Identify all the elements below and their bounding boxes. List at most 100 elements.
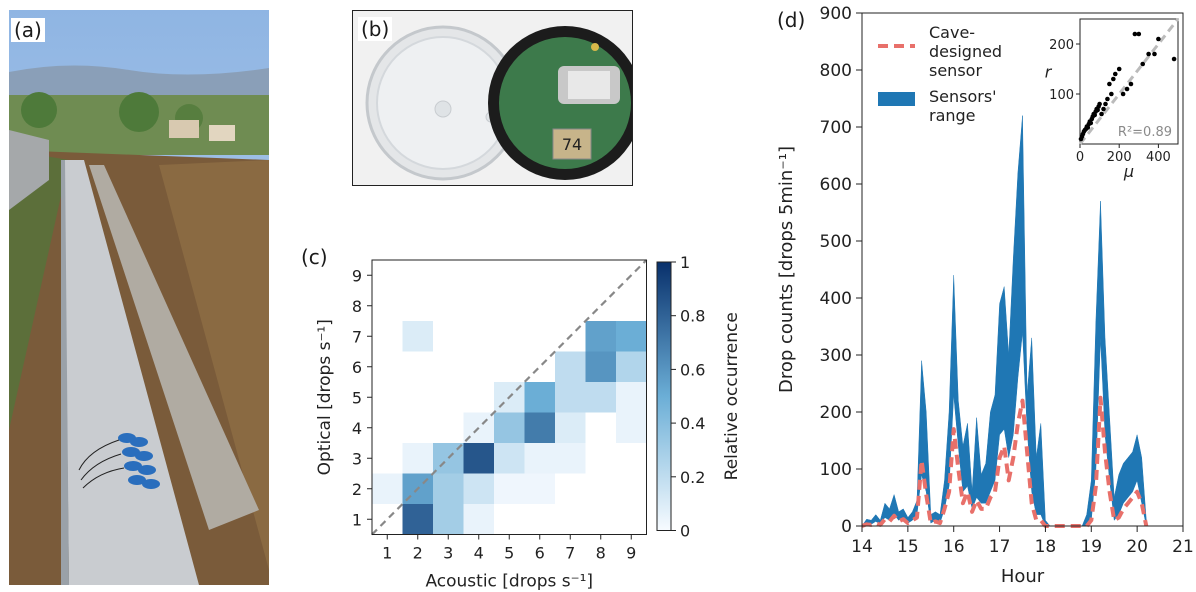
y-axis-label: Optical [drops s⁻¹] bbox=[315, 319, 335, 475]
heatmap-cell bbox=[524, 443, 555, 474]
sensors-range-band bbox=[861, 115, 1147, 527]
inset-fit-line bbox=[1078, 18, 1180, 145]
inset-point bbox=[1171, 56, 1177, 62]
colorbar-tick-label: 0.2 bbox=[680, 468, 705, 487]
inset-point bbox=[1152, 51, 1157, 57]
inset-x-tick-label: 200 bbox=[1107, 150, 1132, 165]
panel-b-label: (b) bbox=[358, 17, 393, 41]
heatmap-cell bbox=[616, 321, 647, 352]
inset-y-tick-label: 200 bbox=[1049, 38, 1074, 53]
inset-y-label: r bbox=[1045, 63, 1053, 82]
inset-point bbox=[1140, 61, 1146, 67]
colorbar-tick-label: 1 bbox=[680, 253, 690, 272]
x-tick-label: 21 bbox=[1172, 537, 1194, 557]
heatmap-cell bbox=[494, 473, 525, 504]
sensor-photo: 74 bbox=[353, 11, 642, 185]
panel-d-label: (d) bbox=[774, 8, 809, 32]
x-tick-label: 2 bbox=[413, 544, 423, 563]
x-tick-label: 9 bbox=[626, 544, 636, 563]
y-tick-label: 8 bbox=[352, 297, 362, 316]
y-tick-label: 100 bbox=[820, 460, 852, 480]
y-tick-label: 900 bbox=[820, 4, 852, 24]
inset-point bbox=[1120, 91, 1126, 97]
inset-point bbox=[1105, 96, 1110, 102]
y-tick-label: 7 bbox=[352, 327, 362, 346]
x-tick-label: 15 bbox=[897, 537, 919, 557]
inset-point bbox=[1156, 36, 1161, 42]
heatmap-chart: 1 2 3 4 5 6 7 8 9 1 2 3 4 5 6 7 8 9 Acoustic [drops s⁻¹] Op… bbox=[315, 253, 742, 592]
x-tick-label: 7 bbox=[565, 544, 575, 563]
inset-point bbox=[1132, 31, 1138, 37]
y-tick-label: 800 bbox=[820, 61, 852, 81]
y-tick-label: 700 bbox=[820, 118, 852, 138]
inset-point bbox=[1097, 101, 1102, 107]
heatmap-cell bbox=[585, 351, 616, 382]
plot-frame bbox=[861, 12, 1184, 527]
x-tick-label: 1 bbox=[382, 544, 392, 563]
heatmap-cell bbox=[402, 504, 433, 535]
inset-point bbox=[1111, 76, 1116, 82]
inset-point bbox=[1099, 111, 1104, 117]
inset-point bbox=[1136, 31, 1142, 37]
x-tick-label: 17 bbox=[989, 537, 1011, 557]
inset-point bbox=[1085, 125, 1091, 130]
x-tick-label: 16 bbox=[943, 537, 965, 557]
heatmap-cell bbox=[463, 504, 494, 535]
inset-point bbox=[1107, 81, 1112, 87]
heatmap-cell bbox=[494, 412, 525, 443]
inset-point bbox=[1116, 66, 1122, 72]
legend-range-swatch bbox=[878, 92, 915, 106]
y-tick-label: 9 bbox=[352, 266, 362, 285]
x-tick-label: 3 bbox=[443, 544, 453, 563]
y-tick-label: 6 bbox=[352, 358, 362, 377]
heatmap-cell bbox=[524, 473, 555, 504]
legend-range-label: Sensors' bbox=[929, 87, 997, 106]
y-tick-label: 200 bbox=[820, 403, 852, 423]
inset-point bbox=[1101, 106, 1106, 112]
sensor-number: 74 bbox=[562, 135, 582, 154]
x-tick-label: 8 bbox=[596, 544, 606, 563]
heatmap-cell bbox=[616, 382, 647, 413]
y-tick-label: 4 bbox=[352, 419, 362, 438]
inset-x-tick-label: 0 bbox=[1076, 150, 1084, 165]
legend-range-label: range bbox=[929, 106, 976, 125]
cave-sensor-line bbox=[861, 395, 1149, 528]
legend-cave-label: sensor bbox=[929, 61, 982, 80]
inset-r2-annotation: R²=0.89 bbox=[1118, 125, 1172, 140]
inset-x-tick-label: 400 bbox=[1146, 150, 1171, 165]
y-tick-label: 5 bbox=[352, 388, 362, 407]
legend-cave-label: designed bbox=[929, 42, 1002, 61]
heatmap-cell bbox=[555, 412, 586, 443]
drop-counts-chart: 14 15 16 17 18 19 20 21 0 100 200 300 400 500 600 700 80… bbox=[776, 4, 1194, 587]
inset-point bbox=[1124, 86, 1130, 92]
panel-a-photo: (a) bbox=[9, 10, 269, 585]
colorbar-label: Relative occurrence bbox=[722, 312, 742, 480]
heatmap-cell bbox=[433, 504, 464, 535]
y-axis-label: Drop counts [drops 5min⁻¹] bbox=[776, 146, 797, 393]
one-to-one-line bbox=[371, 259, 648, 536]
heatmap-cell bbox=[402, 321, 433, 352]
y-tick-label: 1 bbox=[352, 510, 362, 529]
inset-point bbox=[1146, 51, 1151, 57]
inset-point bbox=[1109, 91, 1114, 97]
panel-a-label: (a) bbox=[11, 18, 45, 42]
heatmap-cell bbox=[616, 412, 647, 443]
heatmap-cell bbox=[555, 382, 586, 413]
y-tick-label: 300 bbox=[820, 346, 852, 366]
heatmap-cell bbox=[585, 382, 616, 413]
inset-point bbox=[1103, 101, 1108, 107]
x-tick-label: 6 bbox=[535, 544, 545, 563]
heatmap-cell bbox=[585, 321, 616, 352]
heatmap-cell bbox=[494, 443, 525, 474]
heatmap-cell bbox=[555, 443, 586, 474]
y-tick-label: 400 bbox=[820, 289, 852, 309]
heatmap-cell bbox=[524, 412, 555, 443]
rooftop-photo bbox=[9, 10, 269, 585]
y-tick-label: 2 bbox=[352, 480, 362, 499]
heatmap-cell bbox=[616, 351, 647, 382]
heatmap-cell bbox=[524, 382, 555, 413]
panel-c-label: (c) bbox=[298, 245, 331, 269]
x-axis-label: Acoustic [drops s⁻¹] bbox=[425, 572, 593, 592]
inset-point bbox=[1088, 120, 1094, 126]
y-tick-label: 600 bbox=[820, 175, 852, 195]
